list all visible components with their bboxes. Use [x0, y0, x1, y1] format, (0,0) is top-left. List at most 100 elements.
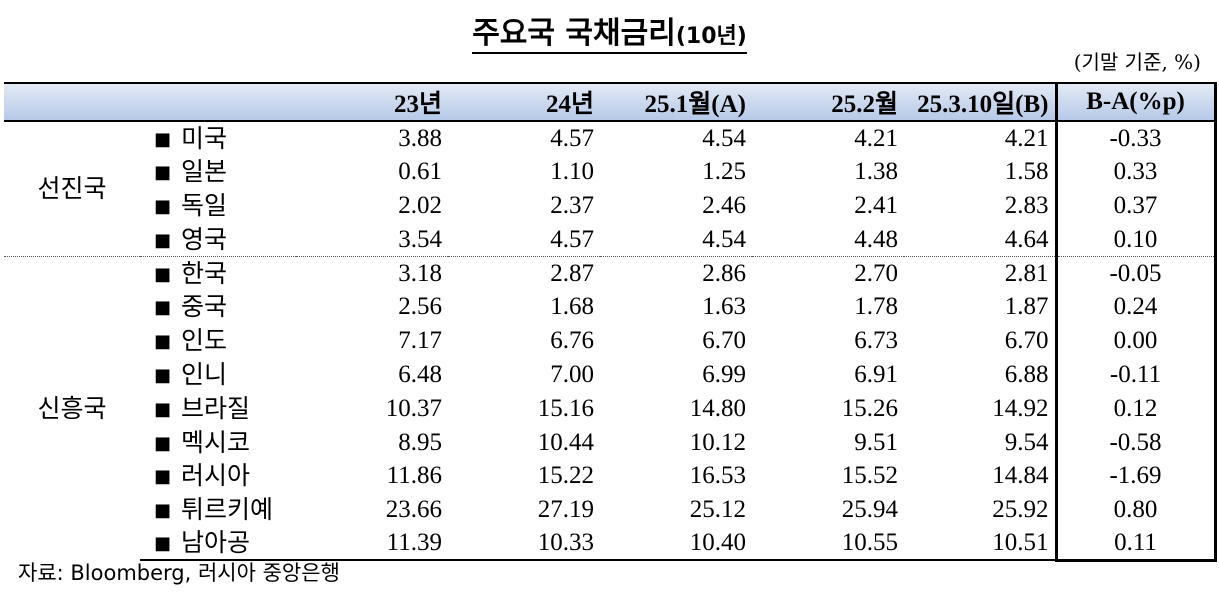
change-cell: 0.10 — [1054, 222, 1217, 257]
change-cell: -0.33 — [1054, 121, 1217, 155]
yield-cell: 0.61 — [398, 158, 442, 186]
yield-cell: 15.26 — [841, 394, 898, 422]
column-header-change: B-A(%p) — [1054, 82, 1217, 122]
square-bullet-icon: ■ — [154, 364, 172, 386]
yield-cell: 1.10 — [550, 158, 594, 186]
yield-cell: 14.92 — [992, 394, 1049, 422]
yield-cell: 15.52 — [841, 462, 898, 490]
yield-cell: 2.46 — [702, 191, 746, 219]
yield-cell: 9.54 — [1004, 428, 1049, 456]
country-cell: ■ 중국 — [140, 290, 296, 324]
bond-yield-table: 23년 24년 25.1월(A) 25.2월 25.3.10일(B) B-A(%… — [4, 82, 1217, 562]
table-row: ■ 멕시코 8.95 10.44 10.12 9.51 9.54 -0.58 — [4, 425, 1217, 459]
yield-cell: 4.54 — [702, 225, 746, 253]
table-row: ■ 인도 7.17 6.76 6.70 6.73 6.70 0.00 — [4, 323, 1217, 358]
change-cell: 0.00 — [1054, 323, 1217, 358]
square-bullet-icon: ■ — [154, 432, 172, 454]
country-cell: ■ 한국 — [140, 255, 296, 290]
title-suffix: (10년) — [675, 24, 747, 49]
country-cell: ■ 인니 — [140, 358, 296, 392]
yield-cell: 4.64 — [1004, 225, 1049, 253]
yield-cell: 6.73 — [854, 327, 898, 355]
yield-cell: 16.53 — [689, 462, 746, 490]
yield-cell: 15.22 — [537, 462, 594, 490]
yield-cell: 1.58 — [1004, 158, 1049, 186]
yield-cell: 10.37 — [385, 394, 442, 422]
change-cell: -0.05 — [1054, 255, 1217, 290]
table-row: ■ 튀르키예 23.66 27.19 25.12 25.94 25.92 0.80 — [4, 492, 1217, 527]
yield-cell: 2.41 — [854, 191, 898, 219]
table-row: ■ 인니 6.48 7.00 6.99 6.91 6.88 -0.11 — [4, 357, 1217, 392]
yield-cell: 7.17 — [398, 327, 442, 355]
table-row: 선진국 ■ 미국 3.88 4.57 4.54 4.21 4.21 -0.33 — [4, 121, 1217, 201]
table-row: 신흥국 ■ 한국 3.18 2.87 2.86 2.70 2.81 -0.05 — [4, 255, 1217, 561]
column-header: 25.1월(A) — [600, 82, 752, 122]
square-bullet-icon: ■ — [154, 466, 172, 488]
yield-cell: 6.70 — [1004, 327, 1049, 355]
yield-cell: 1.63 — [702, 293, 746, 321]
yield-cell: 4.57 — [550, 225, 594, 253]
square-bullet-icon: ■ — [154, 263, 172, 285]
column-header: 25.3.10일(B) — [904, 82, 1056, 122]
country-cell: ■ 독일 — [140, 189, 296, 223]
square-bullet-icon: ■ — [154, 331, 172, 353]
change-cell: -1.69 — [1054, 458, 1217, 493]
table-row: ■ 영국 3.54 4.57 4.54 4.48 4.64 0.10 — [4, 222, 1217, 257]
country-cell: ■ 러시아 — [140, 459, 296, 493]
country-cell: ■ 브라질 — [140, 391, 296, 425]
yield-cell: 14.84 — [992, 462, 1049, 490]
yield-cell: 6.88 — [1004, 360, 1049, 388]
header-blank-group — [4, 82, 140, 122]
yield-cell: 8.95 — [398, 428, 442, 456]
yield-cell: 6.91 — [854, 360, 898, 388]
table-row: ■ 중국 2.56 1.68 1.63 1.78 1.87 0.24 — [4, 289, 1217, 324]
square-bullet-icon: ■ — [154, 229, 172, 251]
yield-cell: 10.51 — [904, 526, 1056, 562]
square-bullet-icon: ■ — [154, 297, 172, 319]
title-main: 주요국 국채금리 — [472, 16, 676, 54]
change-cell: 0.37 — [1054, 188, 1217, 223]
yield-cell: 10.33 — [448, 526, 600, 562]
yield-cell: 9.51 — [854, 428, 898, 456]
change-cell: 0.24 — [1054, 289, 1217, 324]
group-label-emerging: 신흥국 — [4, 255, 140, 561]
country-name: 러시아 — [181, 461, 251, 491]
yield-cell: 3.54 — [398, 225, 442, 253]
square-bullet-icon: ■ — [154, 195, 172, 217]
yield-cell: 4.57 — [550, 124, 594, 152]
header-row: 23년 24년 25.1월(A) 25.2월 25.3.10일(B) B-A(%… — [4, 82, 1217, 122]
table-row: ■ 일본 0.61 1.10 1.25 1.38 1.58 0.33 — [4, 154, 1217, 189]
group-label-advanced: 선진국 — [37, 174, 107, 204]
country-cell: ■ 인도 — [140, 324, 296, 358]
column-header: 25.2월 — [752, 82, 904, 122]
yield-cell: 1.87 — [1004, 293, 1049, 321]
yield-cell: 3.18 — [296, 255, 448, 290]
yield-cell: 2.86 — [600, 255, 752, 290]
change-cell: 0.12 — [1054, 391, 1217, 426]
country-name: 중국 — [181, 292, 228, 322]
yield-cell: 2.37 — [550, 191, 594, 219]
country-name: 독일 — [181, 190, 228, 220]
yield-cell: 25.12 — [689, 496, 746, 524]
yield-cell: 6.70 — [702, 327, 746, 355]
square-bullet-icon: ■ — [154, 398, 172, 420]
column-header: 24년 — [448, 82, 600, 122]
page-title: 주요국 국채금리(10년) — [0, 8, 1219, 54]
country-name: 멕시코 — [181, 427, 251, 457]
yield-cell: 4.21 — [854, 124, 898, 152]
square-bullet-icon: ■ — [154, 162, 172, 184]
country-name: 인니 — [181, 359, 228, 389]
country-name: 인도 — [181, 326, 228, 356]
yield-cell: 10.44 — [537, 428, 594, 456]
country-name: 튀르키예 — [181, 495, 274, 525]
yield-cell: 2.87 — [448, 255, 600, 290]
yield-cell: 1.25 — [702, 158, 746, 186]
yield-cell: 2.56 — [398, 293, 442, 321]
source-note: 자료: Bloomberg, 러시아 중앙은행 — [18, 561, 340, 585]
country-cell: ■ 튀르키예 — [140, 493, 296, 527]
country-cell: ■ 멕시코 — [140, 425, 296, 459]
yield-cell: 10.55 — [752, 526, 904, 562]
yield-cell: 4.21 — [1004, 124, 1049, 152]
country-name: 영국 — [181, 224, 228, 254]
yield-cell: 2.81 — [904, 255, 1056, 290]
